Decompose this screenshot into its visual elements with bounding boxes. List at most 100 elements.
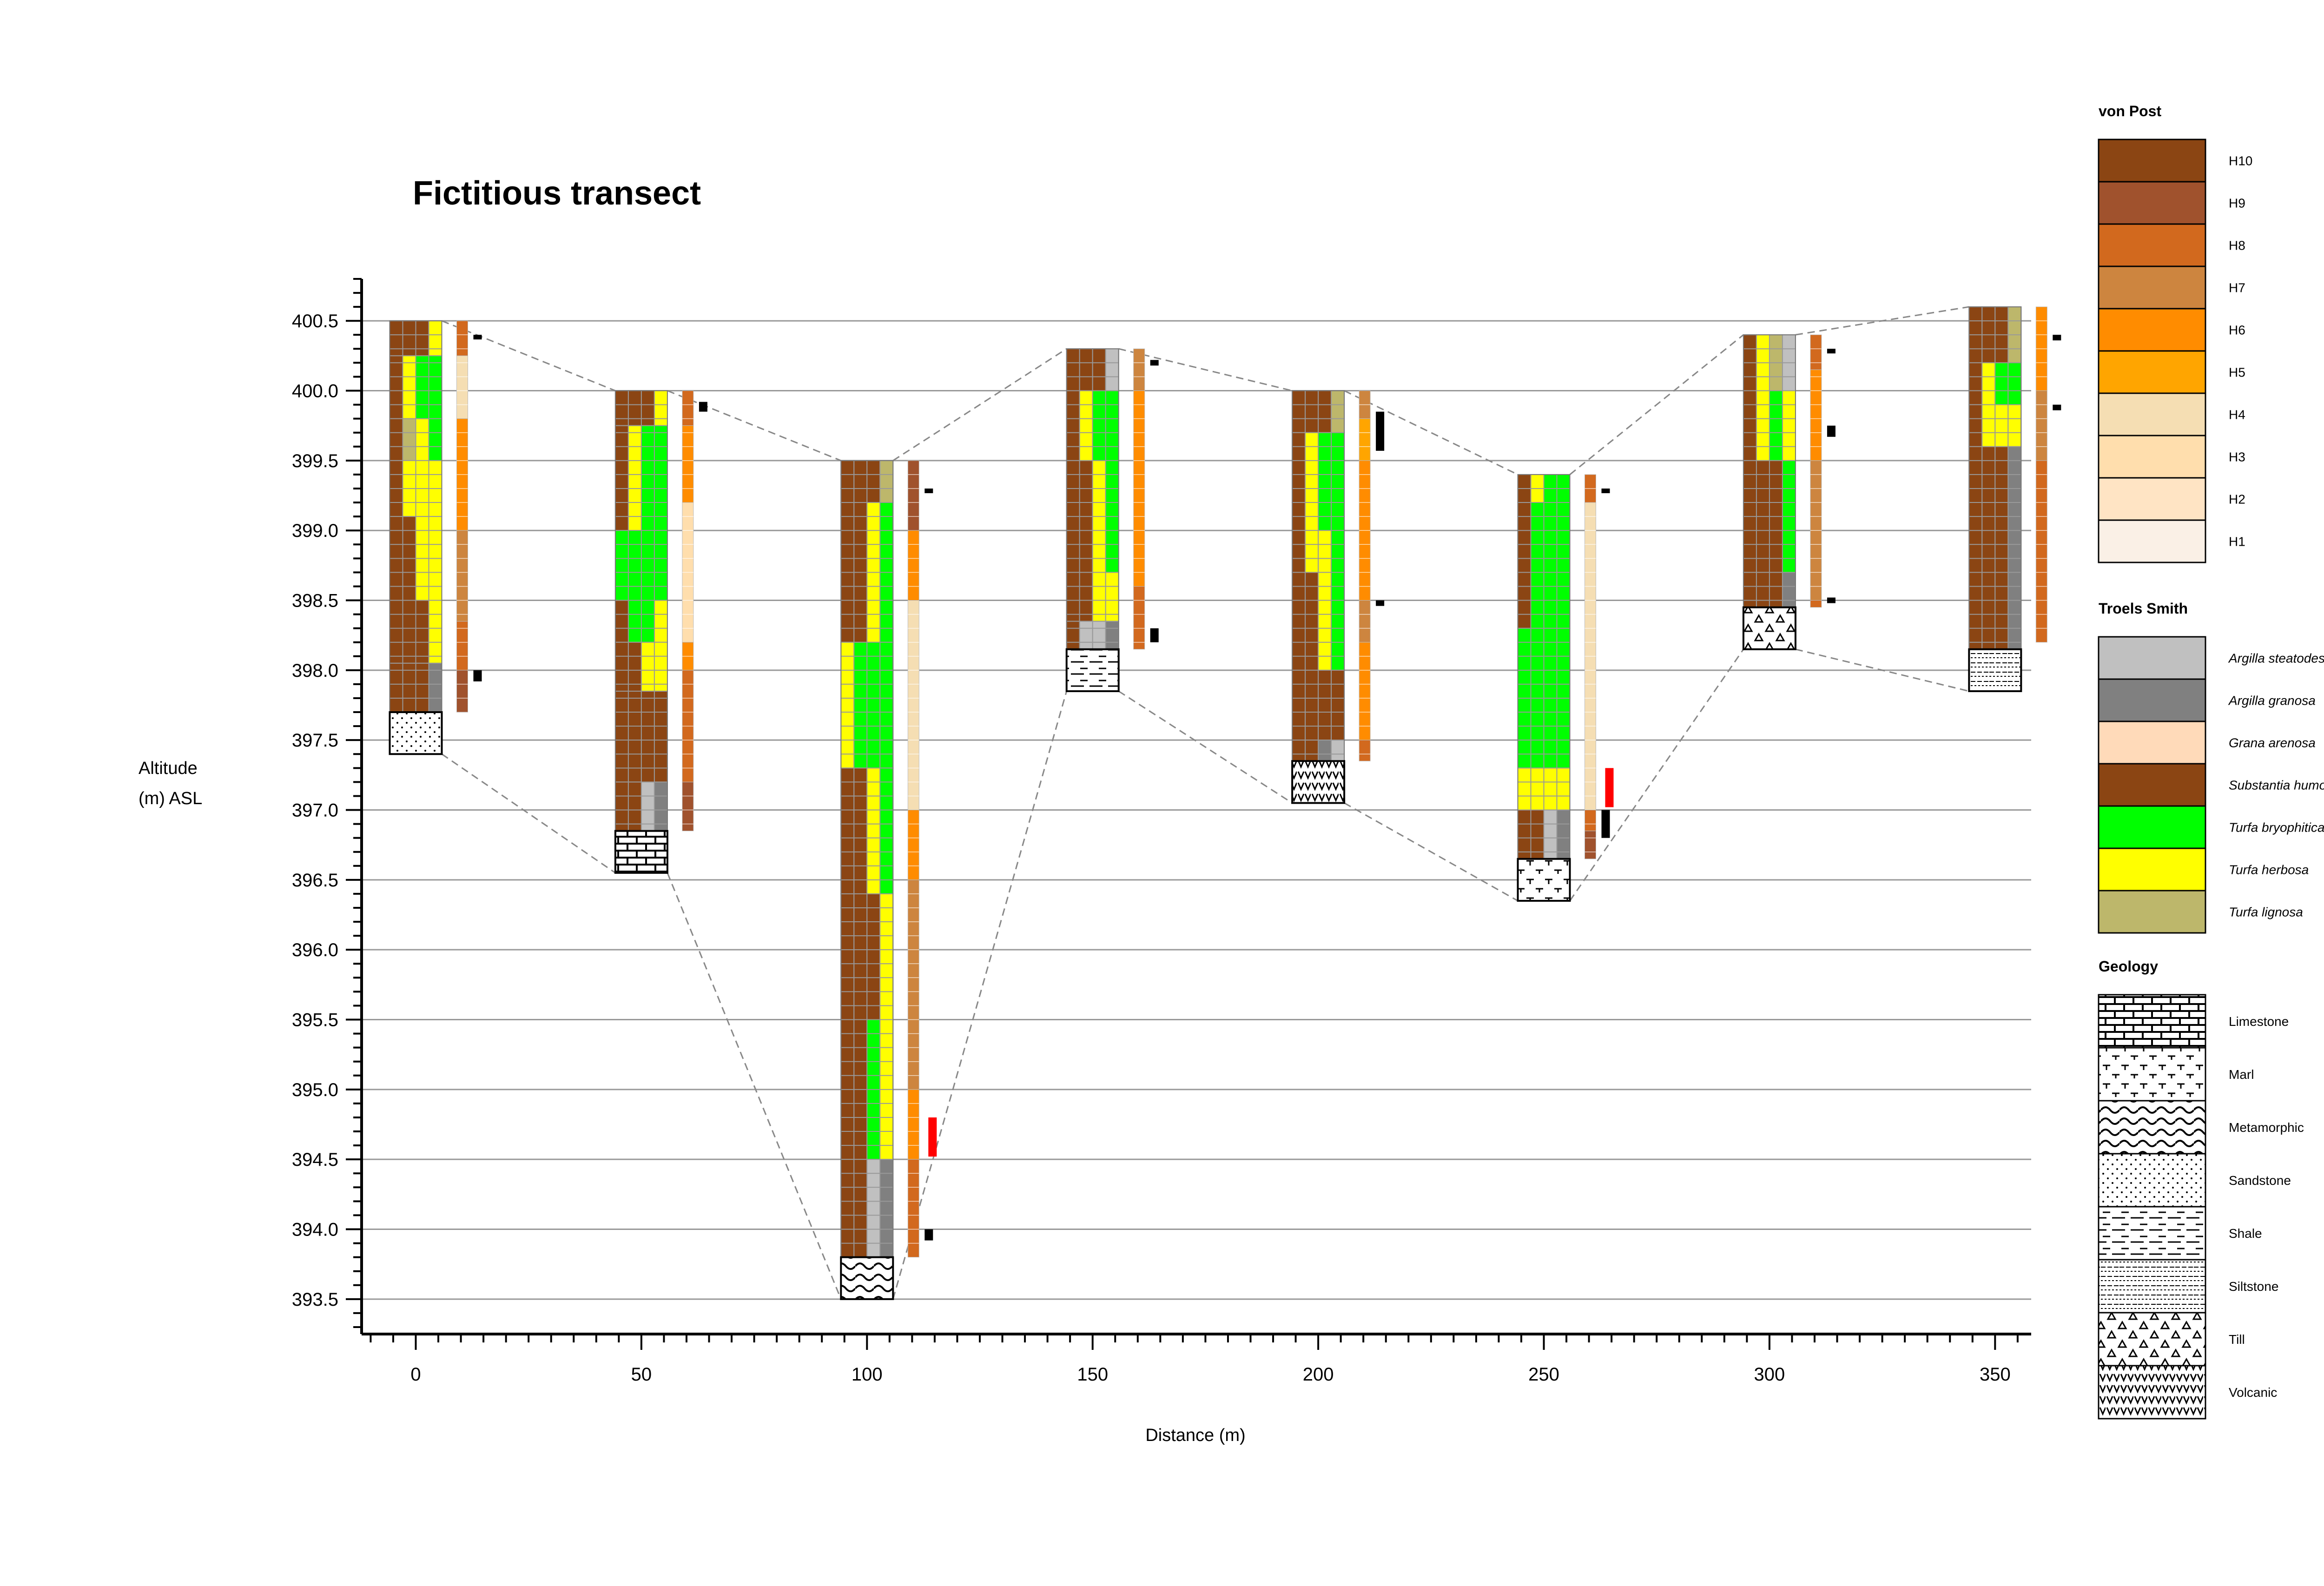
chart-title: Fictitious transect: [413, 175, 701, 212]
core-cell: [415, 662, 429, 713]
core-cell: [853, 1159, 868, 1258]
von-post-segment: [1359, 740, 1371, 761]
sample-marker: [1827, 425, 1835, 437]
correlation-line-base: [1344, 802, 1519, 902]
core-cell: [853, 460, 868, 503]
core-cell: [640, 390, 655, 426]
core-cell: [614, 600, 629, 643]
plot-area: 393.5 394.0 394.5 395.0 395.5 396.0 396.5 397.0…: [292, 278, 2061, 1385]
core-cell: [1743, 390, 1757, 461]
von-post-legend-swatch: [2098, 392, 2206, 436]
geology-legend-swatch: [2098, 1047, 2206, 1102]
von-post-segment: [907, 460, 919, 531]
core-cell: [1079, 572, 1093, 622]
y-axis-label-line-1: Altitude: [139, 759, 198, 778]
core-cell: [1292, 530, 1306, 573]
core-cell: [640, 600, 655, 643]
core-cell: [1092, 348, 1106, 391]
core-cell: [428, 418, 442, 461]
sample-marker: [924, 1229, 933, 1241]
sample-marker: [699, 402, 707, 412]
geology-metamorphic: [840, 1256, 894, 1300]
core-cell: [1530, 809, 1545, 859]
core-cell: [627, 530, 642, 601]
von-post-segment: [456, 670, 468, 713]
core-cell: [879, 893, 894, 1020]
correlation-line-base: [1569, 648, 1744, 901]
correlation-line-top: [667, 390, 841, 462]
core-cell: [1331, 390, 1345, 433]
von-post-legend-label: H7: [2229, 281, 2245, 295]
von-post-segment: [1810, 334, 1822, 370]
von-post-segment: [1359, 642, 1371, 740]
sample-marker: [473, 670, 482, 681]
y-tick-label: 393.5: [292, 1289, 338, 1310]
von-post-legend-label: H2: [2229, 492, 2245, 507]
core-cell: [402, 418, 416, 461]
core-cell: [1543, 767, 1558, 811]
geology-legend-label: Siltstone: [2229, 1279, 2278, 1294]
core-cell: [1769, 390, 1783, 461]
core-cell: [879, 767, 894, 894]
core-cell: [1305, 390, 1319, 433]
core-cell: [1981, 362, 1996, 405]
core-cell: [389, 355, 403, 419]
sample-marker: [1827, 597, 1835, 603]
sample-marker: [1601, 488, 1610, 493]
y-tick-label: 396.5: [292, 870, 338, 891]
sample-marker: [1376, 411, 1385, 451]
core-cell: [1318, 572, 1332, 671]
core-cell: [866, 641, 881, 769]
core-cell: [1743, 572, 1757, 608]
von-post-segment: [907, 1089, 919, 1160]
sample-marker: [928, 1117, 937, 1157]
von-post-segment: [1133, 586, 1145, 650]
core-cell: [1981, 446, 1996, 650]
von-post-segment: [907, 879, 919, 1090]
core-cell: [415, 320, 429, 357]
core-cell: [640, 641, 655, 692]
core-cell: [1292, 740, 1306, 762]
y-tick-label: 397.0: [292, 800, 338, 821]
core-cell: [654, 600, 668, 643]
y-tick-label: 395.5: [292, 1010, 338, 1031]
sample-marker: [2053, 404, 2061, 410]
troels-smith-legend-label: Turfa bryophitica: [2229, 820, 2324, 835]
core-cell: [1543, 502, 1558, 629]
core-cell: [879, 460, 894, 503]
correlation-line-base: [667, 872, 842, 1300]
troels-smith-legend-label: Grana arenosa: [2229, 736, 2316, 750]
core-cell: [1318, 530, 1332, 573]
troels-smith-legend-title: Troels Smith: [2099, 600, 2188, 617]
von-post-segment: [2035, 460, 2047, 643]
core-cell: [1105, 621, 1119, 650]
core-cell: [1756, 390, 1770, 461]
von-post-segment: [1810, 369, 1822, 461]
correlation-line-top: [441, 320, 616, 391]
core-cell: [1530, 767, 1545, 811]
core-cell: [627, 390, 642, 426]
von-post-legend-swatch: [2098, 181, 2206, 225]
core-cell: [428, 320, 442, 357]
geology-legend-swatch: [2098, 994, 2206, 1049]
core-cell: [654, 781, 668, 832]
von-post-legend-swatch: [2098, 435, 2206, 479]
von-post-segment: [907, 530, 919, 601]
geology-legend-swatch: [2098, 1365, 2206, 1420]
von-post-legend-swatch: [2098, 477, 2206, 521]
core-cell: [866, 1159, 881, 1258]
von-post-legend-swatch: [2098, 223, 2206, 267]
geology-marl: [1517, 858, 1571, 902]
correlation-line-base: [892, 691, 1068, 1300]
core-cell: [879, 1159, 894, 1258]
von-post-segment: [1810, 600, 1822, 608]
core-250: [1517, 474, 1614, 902]
core-cell: [415, 418, 429, 461]
von-post-legend-swatch: [2098, 519, 2206, 563]
y-tick-label: 400.5: [292, 311, 338, 331]
von-post-legend-label: H6: [2229, 323, 2245, 337]
core-cell: [1331, 530, 1345, 573]
von-post-legend-label: H4: [2229, 408, 2245, 422]
geology-legend-label: Sandstone: [2229, 1173, 2291, 1188]
troels-smith-legend-label: Substantia humosa: [2229, 778, 2324, 793]
